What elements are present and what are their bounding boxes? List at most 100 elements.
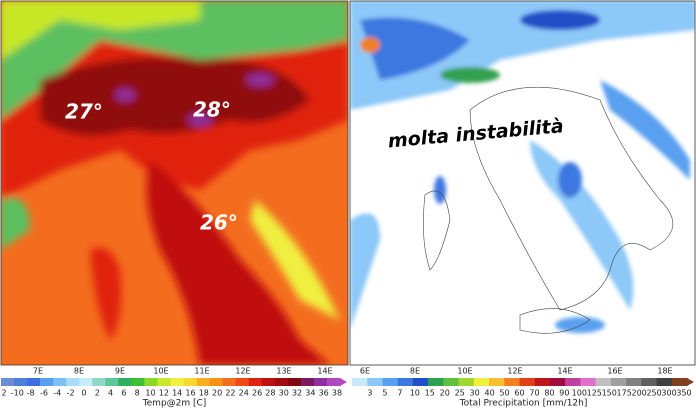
longitude-label: 7E bbox=[33, 367, 43, 376]
colorbar-tick-label: 60 bbox=[514, 389, 524, 398]
colorbar-segment bbox=[235, 378, 250, 386]
colorbar-tick-label: 26 bbox=[252, 389, 262, 398]
temp-label: 27° bbox=[65, 100, 103, 124]
colorbar-segment bbox=[261, 378, 276, 386]
colorbar-segment bbox=[565, 378, 581, 386]
colorbar-segment bbox=[248, 378, 263, 386]
colorbar-segment bbox=[196, 378, 210, 386]
colorbar-segment bbox=[53, 378, 67, 386]
colorbar-tick-label: 15 bbox=[425, 389, 435, 398]
colorbar-tick-label: 3 bbox=[367, 389, 372, 398]
colorbar-tick-label: 32 bbox=[292, 389, 302, 398]
temp-label: 26° bbox=[200, 211, 238, 235]
colorbar-segment bbox=[489, 378, 505, 386]
longitude-label: 8E bbox=[74, 367, 84, 376]
colorbar-tick-label: 36 bbox=[319, 389, 329, 398]
colorbar-segment bbox=[504, 378, 520, 386]
longitude-label: 14E bbox=[557, 367, 572, 376]
colorbar-tick-label: 350 bbox=[676, 389, 691, 398]
colorbar-segment bbox=[534, 378, 551, 386]
colorbar-segment bbox=[443, 378, 459, 386]
longitude-label: 14E bbox=[317, 367, 332, 376]
longitude-label: 6E bbox=[360, 367, 370, 376]
colorbar-tick-label: -6 bbox=[40, 389, 48, 398]
colorbar-segment bbox=[40, 378, 54, 386]
colorbar-segment bbox=[671, 378, 688, 386]
colorbar-tick-label: 150 bbox=[602, 389, 617, 398]
colorbar-segment bbox=[66, 378, 80, 386]
colorbar-segment bbox=[473, 378, 490, 386]
colorbar-tick-label: 6 bbox=[121, 389, 126, 398]
colorbar-tick-label: -10 bbox=[11, 389, 24, 398]
colorbar-tick-label: 80 bbox=[544, 389, 554, 398]
colorbar-arrow bbox=[340, 378, 347, 386]
colorbar-tick-label: 25 bbox=[455, 389, 465, 398]
longitude-label: 16E bbox=[607, 367, 622, 376]
colorbar-tick-label: 20 bbox=[440, 389, 450, 398]
colorbar-tick-label: 175 bbox=[617, 389, 632, 398]
colorbar-segment bbox=[14, 378, 28, 386]
colorbar-tick-label: 16 bbox=[185, 389, 195, 398]
longitude-label: 10E bbox=[153, 367, 168, 376]
colorbar-segment bbox=[595, 378, 612, 386]
colorbar-title: Temp@2m [C] bbox=[142, 399, 207, 408]
colorbar-tick-label: 4 bbox=[108, 389, 113, 398]
colorbar-segment bbox=[157, 378, 171, 386]
colorbar-segment bbox=[656, 378, 673, 386]
longitude-label: 18E bbox=[657, 367, 672, 376]
colorbar-tick-label: 50 bbox=[499, 389, 509, 398]
colorbar-segment bbox=[313, 378, 328, 386]
colorbar-tick-label: 0 bbox=[81, 389, 86, 398]
colorbar-tick-label: 24 bbox=[239, 389, 249, 398]
colorbar-tick-label: 34 bbox=[305, 389, 315, 398]
colorbar-segment bbox=[144, 378, 158, 386]
colorbar-tick-label: 28 bbox=[265, 389, 275, 398]
colorbar-tick-label: 40 bbox=[484, 389, 494, 398]
colorbar-title: Total Precipitation [mm/12h] bbox=[459, 399, 588, 408]
longitude-label: 8E bbox=[410, 367, 420, 376]
colorbar-tick-label: 22 bbox=[225, 389, 235, 398]
colorbar-segment bbox=[27, 378, 41, 386]
colorbar-tick-label: 100 bbox=[572, 389, 587, 398]
colorbar-segment bbox=[131, 378, 145, 386]
colorbar-segment bbox=[412, 378, 429, 386]
colorbar-tick-label: 20 bbox=[212, 389, 222, 398]
longitude-label: 11E bbox=[194, 367, 209, 376]
colorbar-tick-label: -8 bbox=[27, 389, 35, 398]
longitude-label: 10E bbox=[457, 367, 472, 376]
colorbar-tick-label: 90 bbox=[559, 389, 569, 398]
colorbar-segment bbox=[105, 378, 119, 386]
colorbar-tick-label: 2 bbox=[1, 389, 6, 398]
longitude-label: 9E bbox=[115, 367, 125, 376]
colorbar-tick-label: 38 bbox=[332, 389, 342, 398]
colorbar-tick-label: 10 bbox=[410, 389, 420, 398]
colorbar-segment bbox=[641, 378, 657, 386]
colorbar-segment bbox=[1, 378, 15, 386]
colorbar-arrow bbox=[687, 378, 694, 386]
colorbar-tick-label: 12 bbox=[159, 389, 169, 398]
colorbar-segment bbox=[367, 378, 383, 386]
colorbar-segment bbox=[626, 378, 642, 386]
colorbar-segment bbox=[428, 378, 444, 386]
colorbar-segment bbox=[610, 378, 627, 386]
colorbar-tick-label: 2 bbox=[95, 389, 100, 398]
colorbar-tick-label: 7 bbox=[397, 389, 402, 398]
colorbar-segment bbox=[549, 378, 566, 386]
colorbar-segment bbox=[326, 378, 341, 386]
precipitation-map bbox=[350, 1, 695, 365]
colorbar-segment bbox=[92, 378, 106, 386]
colorbar-segment bbox=[397, 378, 414, 386]
longitude-label: 12E bbox=[507, 367, 522, 376]
colorbar-segment bbox=[222, 378, 236, 386]
colorbar-tick-label: -4 bbox=[53, 389, 61, 398]
colorbar-segment bbox=[79, 378, 93, 386]
colorbar-segment bbox=[580, 378, 596, 386]
colorbar-tick-label: 14 bbox=[172, 389, 182, 398]
colorbar-segment bbox=[118, 378, 132, 386]
colorbar-segment bbox=[183, 378, 197, 386]
colorbar-segment bbox=[519, 378, 536, 386]
longitude-label: 12E bbox=[235, 367, 250, 376]
temp-label: 28° bbox=[193, 98, 231, 122]
colorbar-segment bbox=[287, 378, 302, 386]
